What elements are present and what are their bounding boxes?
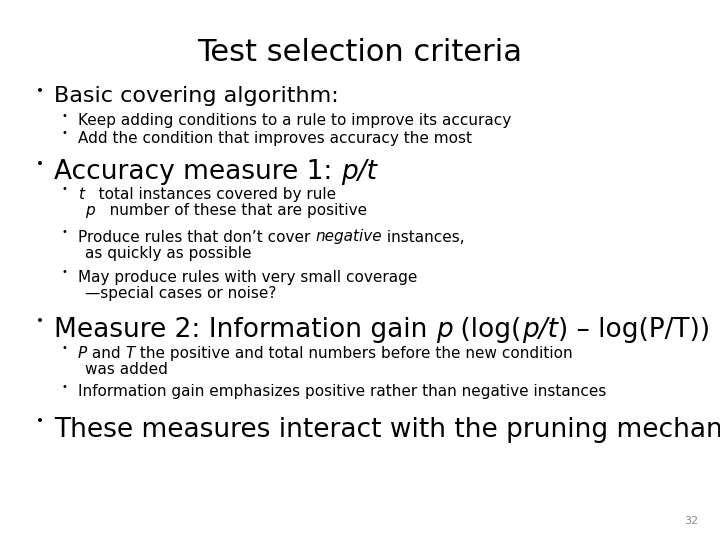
Text: •: •: [62, 128, 68, 138]
Text: Measure 2: Information gain: Measure 2: Information gain: [54, 317, 436, 343]
Text: p/t: p/t: [341, 159, 377, 185]
Text: P: P: [78, 346, 87, 361]
Text: •: •: [35, 414, 44, 428]
Text: p: p: [85, 203, 94, 218]
Text: T: T: [125, 346, 135, 361]
Text: t: t: [78, 187, 84, 202]
Text: Test selection criteria: Test selection criteria: [197, 38, 523, 67]
Text: —special cases or noise?: —special cases or noise?: [85, 286, 276, 301]
Text: •: •: [62, 111, 68, 121]
Text: was added: was added: [85, 362, 168, 377]
Text: 32: 32: [684, 516, 698, 526]
Text: negative: negative: [315, 230, 382, 245]
Text: ) – log(P/T)): ) – log(P/T)): [558, 317, 710, 343]
Text: •: •: [62, 343, 68, 353]
Text: Information gain emphasizes positive rather than negative instances: Information gain emphasizes positive rat…: [78, 384, 606, 400]
Text: Basic covering algorithm:: Basic covering algorithm:: [54, 86, 338, 106]
Text: the positive and total numbers before the new condition: the positive and total numbers before th…: [135, 346, 572, 361]
Text: •: •: [62, 382, 68, 392]
Text: as quickly as possible: as quickly as possible: [85, 246, 251, 261]
Text: •: •: [35, 157, 44, 171]
Text: and: and: [87, 346, 125, 361]
Text: Produce rules that don’t cover: Produce rules that don’t cover: [78, 230, 315, 245]
Text: These measures interact with the pruning mechanism used: These measures interact with the pruning…: [54, 417, 720, 443]
Text: Add the condition that improves accuracy the most: Add the condition that improves accuracy…: [78, 131, 472, 146]
Text: •: •: [62, 267, 68, 278]
Text: Keep adding conditions to a rule to improve its accuracy: Keep adding conditions to a rule to impr…: [78, 113, 511, 129]
Text: instances,: instances,: [382, 230, 464, 245]
Text: •: •: [35, 84, 44, 98]
Text: May produce rules with very small coverage: May produce rules with very small covera…: [78, 270, 417, 285]
Text: total instances covered by rule: total instances covered by rule: [84, 187, 336, 202]
Text: (log(: (log(: [452, 317, 522, 343]
Text: number of these that are positive: number of these that are positive: [94, 203, 366, 218]
Text: •: •: [62, 227, 68, 237]
Text: p/t: p/t: [522, 317, 558, 343]
Text: Accuracy measure 1:: Accuracy measure 1:: [54, 159, 341, 185]
Text: •: •: [35, 314, 44, 328]
Text: •: •: [62, 184, 68, 194]
Text: p: p: [436, 317, 452, 343]
